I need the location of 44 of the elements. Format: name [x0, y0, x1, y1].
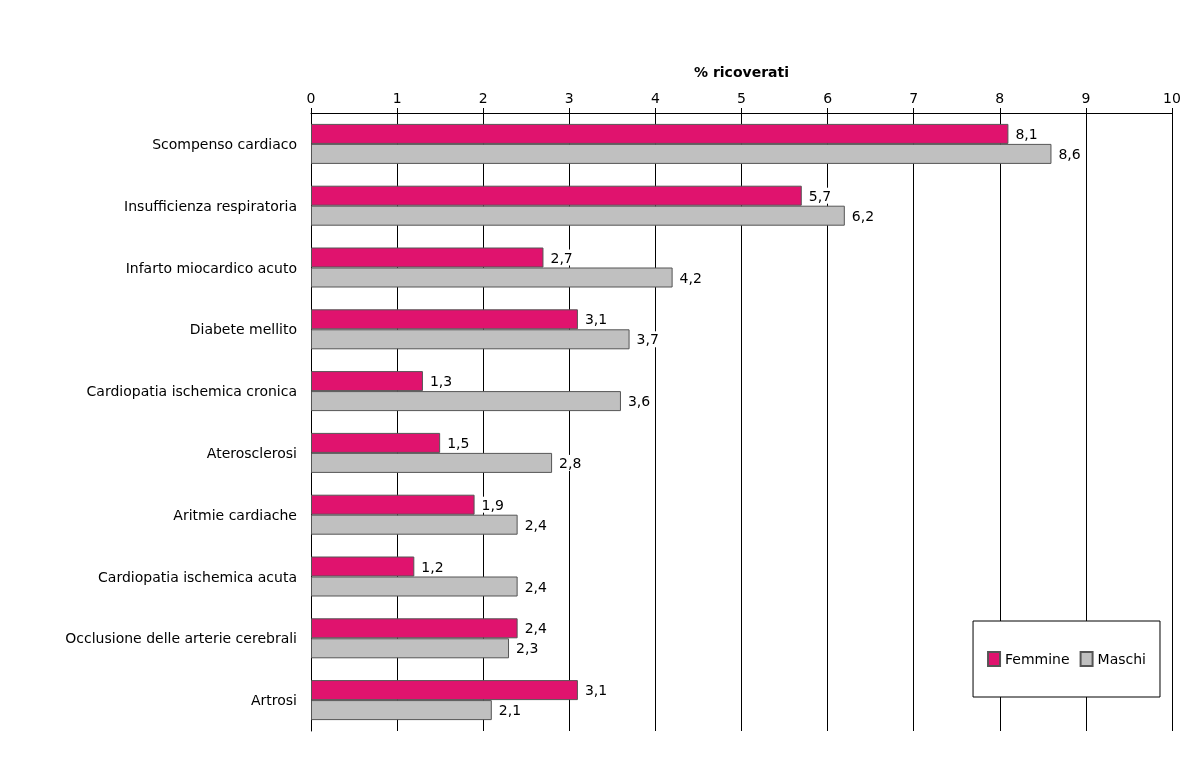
x-tick-label: 10 — [1163, 90, 1181, 106]
data-label: 1,9 — [481, 496, 504, 513]
data-label: 8,6 — [1058, 145, 1081, 162]
data-label: 2,4 — [524, 578, 547, 595]
data-label: 1,5 — [447, 434, 470, 451]
data-label: 2,8 — [559, 454, 582, 471]
data-label: 3,1 — [584, 682, 608, 699]
legend-label: Femmine — [1005, 651, 1070, 667]
y-tick-label: Aterosclerosi — [206, 444, 297, 461]
y-tick-label: Aritmie cardiache — [173, 506, 297, 523]
y-tick-label: Diabete mellito — [189, 321, 297, 338]
data-label: 6,2 — [851, 207, 875, 224]
legend-label: Maschi — [1097, 651, 1147, 667]
y-tick-label: Cardiopatia ischemica cronica — [86, 383, 297, 400]
x-tick-label: 0 — [306, 90, 316, 106]
y-tick-label: Infarto miocardico acuto — [125, 259, 297, 276]
x-tick-label: 6 — [823, 90, 833, 106]
data-label: 1,3 — [429, 373, 453, 390]
data-label: 3,1 — [584, 311, 608, 328]
data-label: 2,1 — [498, 702, 522, 719]
y-tick-label: Occlusione delle arterie cerebrali — [65, 630, 297, 647]
x-tick-label: 9 — [1081, 90, 1091, 106]
data-label: 2,7 — [550, 249, 573, 266]
x-axis-title: % ricoverati — [694, 64, 789, 80]
data-label: 4,2 — [679, 269, 702, 286]
x-tick-label: 5 — [737, 90, 746, 106]
x-tick-label: 4 — [650, 90, 660, 106]
x-tick-label: 2 — [478, 90, 488, 106]
data-label: 3,6 — [627, 393, 651, 410]
data-label: 2,3 — [516, 640, 539, 657]
x-tick-label: 1 — [392, 90, 402, 106]
y-tick-label: Cardiopatia ischemica acuta — [98, 568, 297, 585]
data-label: 8,1 — [1015, 125, 1038, 142]
x-tick-label: 8 — [995, 90, 1005, 106]
y-tick-label: Artrosi — [250, 692, 297, 709]
data-label: 5,7 — [808, 187, 832, 204]
x-tick-label: 3 — [564, 90, 574, 106]
y-tick-label: Insufficienza respiratoria — [124, 197, 297, 214]
data-label: 1,2 — [421, 558, 444, 575]
data-label: 2,4 — [524, 620, 547, 637]
y-tick-label: Scompenso cardiaco — [152, 135, 297, 152]
data-label: 3,7 — [636, 331, 659, 348]
x-tick-label: 7 — [909, 90, 919, 106]
data-label: 2,4 — [524, 516, 547, 533]
